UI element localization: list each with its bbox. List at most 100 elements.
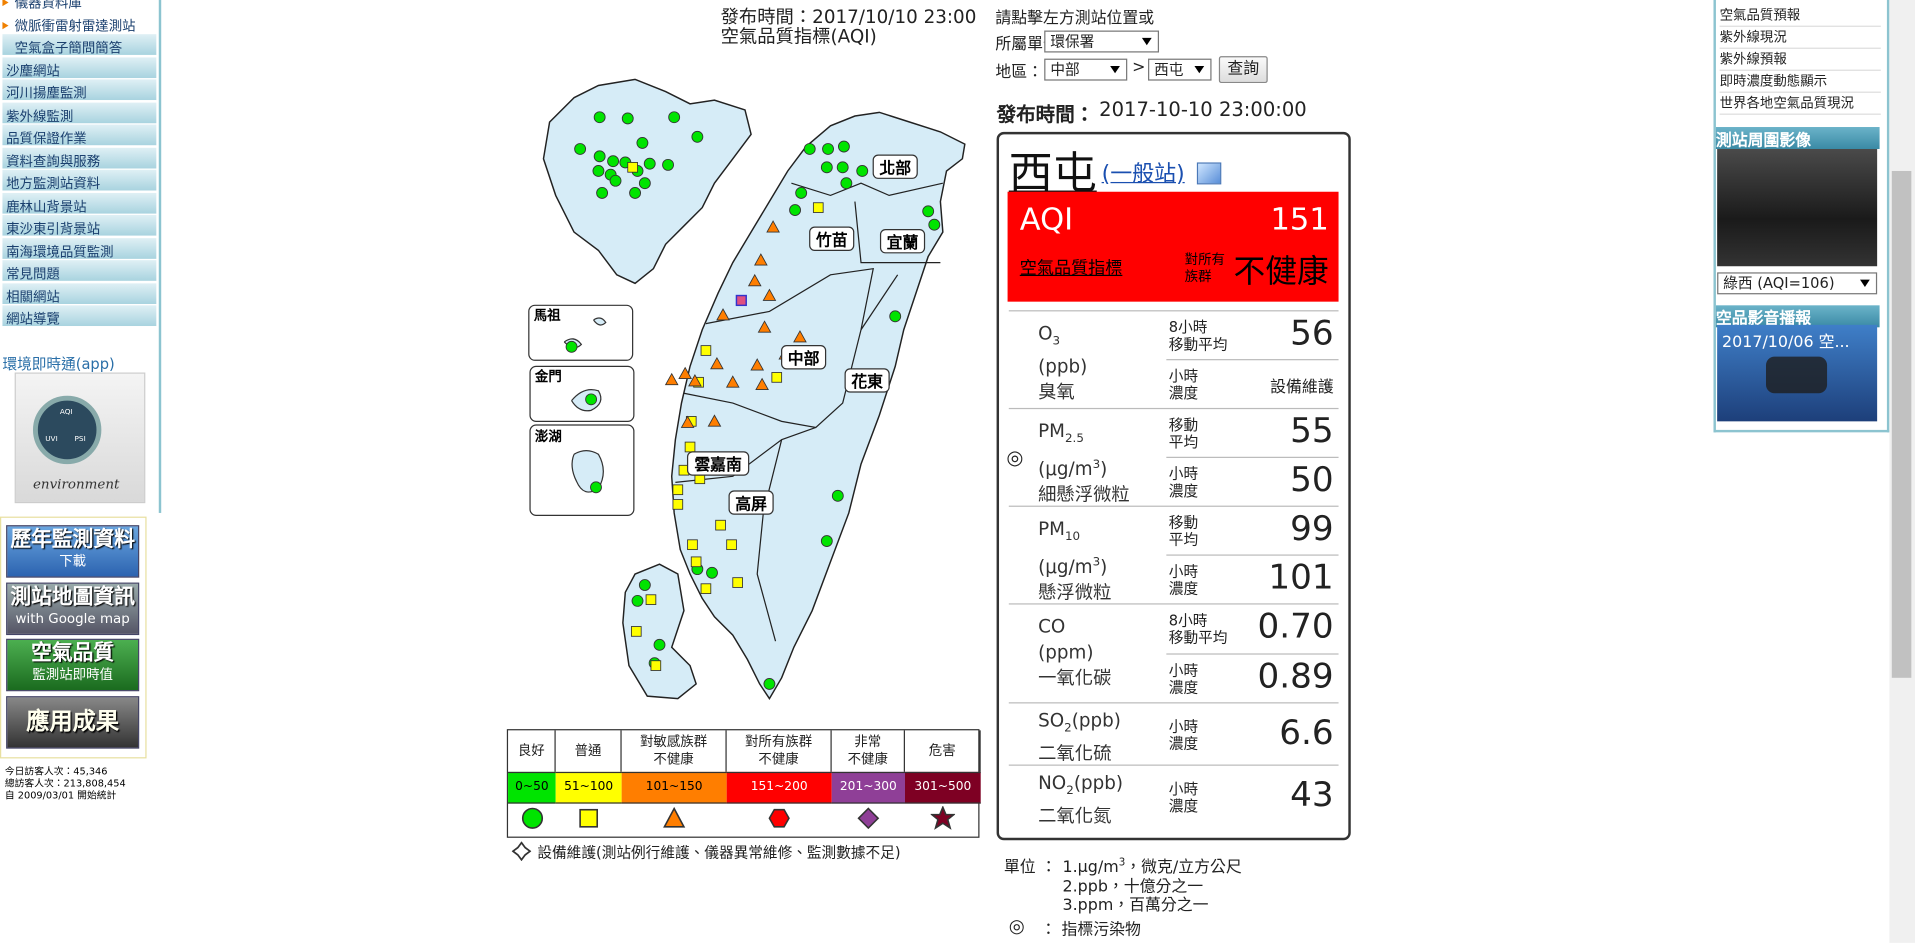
row-value: 99 bbox=[1290, 508, 1334, 549]
station-moderate bbox=[690, 556, 702, 568]
group-divider bbox=[1008, 603, 1339, 605]
station-good bbox=[789, 204, 801, 216]
pollutant-unit: (ppm) bbox=[1038, 641, 1094, 664]
station-moderate bbox=[700, 345, 712, 356]
right-link[interactable]: 紫外線預報 bbox=[1719, 50, 1881, 71]
menu-item[interactable]: 相關網站 bbox=[2, 282, 157, 305]
legend-label: 不健康 bbox=[758, 751, 799, 767]
station-sensitive bbox=[710, 356, 724, 370]
station-sensitive bbox=[766, 220, 780, 233]
station-name[interactable]: 西屯 bbox=[1008, 148, 1097, 200]
legend-range: 151~200 bbox=[726, 771, 832, 804]
agency-select[interactable]: 環保署 bbox=[1044, 30, 1160, 53]
pollutant-unit: (μg/m bbox=[1038, 555, 1093, 578]
banner[interactable]: 測站地圖資訊 with Google map bbox=[6, 581, 140, 635]
status-group: 族群 bbox=[1184, 268, 1212, 285]
banner[interactable]: 歷年監測資料 下載 bbox=[6, 525, 140, 578]
banner-title: 應用成果 bbox=[26, 707, 120, 735]
row-label: 移動 平均 bbox=[1169, 514, 1198, 548]
menu-item[interactable]: 沙塵網站 bbox=[2, 56, 157, 79]
menu-item[interactable]: 微脈衝雷射雷達測站 bbox=[2, 11, 157, 34]
menu-item[interactable]: 南海環境品質監測 bbox=[2, 237, 157, 260]
play-button[interactable] bbox=[1765, 356, 1828, 394]
menu-link[interactable]: 資料查詢與服務 bbox=[6, 153, 101, 170]
menu-link[interactable]: 紫外線監測 bbox=[6, 108, 74, 124]
unit-label: 單位 ： bbox=[1003, 858, 1057, 877]
scrollbar bbox=[1889, 0, 1915, 943]
menu-link[interactable]: 網站導覽 bbox=[6, 311, 60, 328]
area-select[interactable]: 中部 bbox=[1044, 58, 1128, 81]
station-good bbox=[840, 177, 853, 190]
legend-label: 良好 bbox=[517, 742, 545, 759]
banner[interactable]: 應用成果 bbox=[6, 695, 140, 749]
menu-item[interactable]: 品質保證作業 bbox=[2, 124, 157, 147]
menu-item[interactable]: 資料查詢與服務 bbox=[2, 147, 157, 170]
menu-link[interactable]: 空氣盒子簡問簡答 bbox=[14, 40, 123, 57]
legend-label: 不健康 bbox=[847, 751, 888, 767]
pollutant-label: CO (ppm) 一氧化碳 bbox=[1038, 614, 1111, 691]
index-label: ： 指標污染物 bbox=[1040, 920, 1141, 940]
station-sensitive bbox=[678, 366, 692, 380]
menu-item[interactable]: 東沙東引背景站 bbox=[2, 214, 157, 237]
menu-link[interactable]: 東沙東引背景站 bbox=[6, 221, 101, 237]
camera-image[interactable] bbox=[1717, 148, 1878, 267]
menu-item[interactable]: 河川揚塵監測 bbox=[2, 79, 157, 102]
station-kind[interactable]: (一般站) bbox=[1101, 161, 1185, 187]
row-value: 設備維護 bbox=[1270, 378, 1334, 397]
gauge-label: PSI bbox=[74, 434, 86, 444]
banner[interactable]: 空氣品質 監測站即時值 bbox=[6, 638, 140, 692]
station-moderate bbox=[715, 519, 726, 531]
region-border bbox=[756, 439, 783, 642]
site-select[interactable]: 西屯 bbox=[1148, 58, 1212, 81]
chart-icon[interactable] bbox=[1196, 162, 1222, 185]
right-link[interactable]: 紫外線現況 bbox=[1719, 28, 1881, 49]
menu-item[interactable]: 空氣盒子簡問簡答 bbox=[2, 34, 157, 57]
menu-item[interactable]: 紫外線監測 bbox=[2, 101, 157, 124]
page-subtitle: 空氣品質指標(AQI) bbox=[720, 25, 877, 48]
station-moderate bbox=[650, 660, 662, 671]
banner-title: 空氣品質 bbox=[31, 641, 115, 666]
menu-link[interactable]: 微脈衝雷射雷達測站 bbox=[14, 17, 136, 34]
menu-link[interactable]: 鹿林山背景站 bbox=[6, 198, 87, 215]
right-link[interactable]: 世界各地空氣品質現況 bbox=[1719, 94, 1881, 115]
group-divider bbox=[1008, 407, 1339, 410]
arrow-icon bbox=[2, 0, 12, 7]
station-good bbox=[928, 218, 941, 231]
query-prompt: 請點擊左方測站位置或 bbox=[995, 9, 1155, 29]
pollutant-name-line: NO2(ppb) bbox=[1038, 771, 1123, 804]
pollutant-zh: 懸浮微粒 bbox=[1038, 581, 1112, 604]
legend-symbol bbox=[768, 808, 790, 828]
banner-title: 歷年監測資料 bbox=[10, 527, 135, 553]
station-good bbox=[822, 143, 834, 155]
station-good bbox=[638, 177, 651, 190]
visitor-count: 自 2009/03/01 開始統計 bbox=[4, 790, 117, 802]
menu-link[interactable]: 儀器資料庫 bbox=[14, 0, 82, 11]
video-thumb[interactable]: 2017/10/06 空... bbox=[1717, 324, 1878, 422]
menu-item[interactable]: 網站導覽 bbox=[2, 305, 157, 328]
menu-item[interactable]: 鹿林山背景站 bbox=[2, 192, 157, 215]
menu-item[interactable]: 儀器資料庫 bbox=[2, 0, 157, 11]
menu-item[interactable]: 地方監測站資料 bbox=[2, 169, 157, 192]
banner-subtitle: 下載 bbox=[59, 553, 87, 570]
right-link[interactable]: 即時濃度動態顯示 bbox=[1719, 72, 1881, 93]
menu-link[interactable]: 南海環境品質監測 bbox=[6, 243, 114, 260]
aqi-name[interactable]: 空氣品質指標 bbox=[1019, 258, 1123, 279]
right-link[interactable]: 空氣品質預報 bbox=[1719, 6, 1881, 27]
app-icon[interactable]: AQI UVI PSI environment bbox=[14, 372, 146, 504]
legend-label: 危害 bbox=[928, 742, 956, 759]
camera-select[interactable]: 綠西 (AQI=106) bbox=[1717, 272, 1878, 295]
arrow-icon bbox=[2, 21, 12, 29]
menu-link[interactable]: 相關網站 bbox=[6, 288, 60, 305]
banner-title: 測站地圖資訊 bbox=[10, 584, 135, 609]
menu-link[interactable]: 河川揚塵監測 bbox=[6, 85, 87, 102]
legend-label: 對敏感族群 bbox=[639, 734, 708, 750]
menu-link[interactable]: 沙塵網站 bbox=[6, 62, 60, 79]
pollutant-name-line: SO2(ppb) bbox=[1038, 708, 1121, 741]
pollutant-subscript: 2 bbox=[1064, 721, 1072, 736]
menu-link[interactable]: 品質保證作業 bbox=[6, 130, 87, 147]
menu-item[interactable]: 常見問題 bbox=[2, 260, 157, 283]
query-button[interactable]: 查詢 bbox=[1218, 56, 1268, 84]
menu-link[interactable]: 常見問題 bbox=[6, 266, 60, 283]
station-good bbox=[889, 310, 902, 323]
menu-link[interactable]: 地方監測站資料 bbox=[6, 175, 101, 192]
